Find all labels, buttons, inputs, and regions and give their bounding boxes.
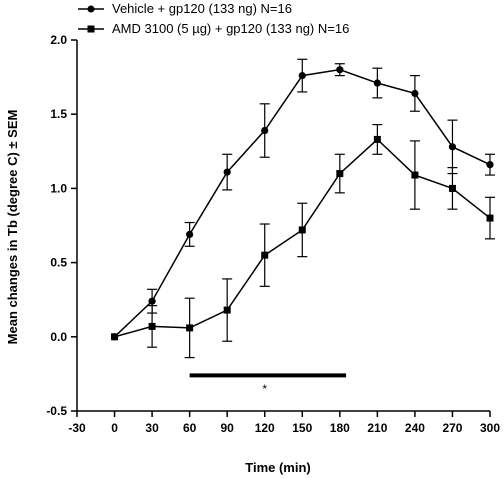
x-tick-label: 300: [480, 421, 500, 435]
data-point-square: [298, 226, 306, 234]
data-point-square: [223, 306, 231, 314]
data-point-square: [486, 214, 494, 222]
data-point-square: [448, 184, 456, 192]
y-axis-title: Mean changes in Tb (degree C) ± SEM: [5, 110, 20, 345]
y-tick-label: 1.5: [50, 107, 67, 121]
error-bars: [147, 58, 495, 359]
legend-entry-amd: AMD 3100 (5 µg) + gp120 (133 ng) N=16: [78, 21, 349, 36]
x-tick-label: -30: [68, 421, 86, 435]
y-tick-label: 2.0: [50, 33, 67, 47]
data-point-square: [411, 171, 419, 179]
y-tick-label: 0.0: [50, 330, 67, 344]
x-tick-label: 180: [330, 421, 350, 435]
x-tick-label: 240: [405, 421, 425, 435]
data-point-circle: [486, 161, 494, 169]
data-point-circle: [261, 126, 269, 135]
y-tick-label: 0.5: [50, 256, 67, 270]
data-point-square: [148, 322, 156, 330]
x-tick-label: 270: [442, 421, 462, 435]
y-axis-ticks: -0.5 0.0 0.5 1.0 1.5 2.0: [46, 33, 77, 418]
data-point-circle: [223, 168, 231, 176]
x-axis-title: Time (min): [245, 460, 311, 475]
legend-marker-amd: [87, 25, 95, 33]
data-point-square: [111, 333, 119, 341]
data-point-square: [336, 170, 344, 178]
x-tick-label: 120: [255, 421, 275, 435]
axes: [76, 40, 490, 412]
legend-marker-vehicle: [87, 5, 95, 13]
significance-asterisk: *: [262, 382, 267, 396]
data-point-circle: [448, 143, 457, 151]
y-tick-label: -0.5: [46, 404, 67, 418]
legend-label-amd: AMD 3100 (5 µg) + gp120 (133 ng) N=16: [112, 21, 349, 36]
data-point-circle: [298, 72, 306, 80]
x-tick-label: 30: [145, 421, 159, 435]
data-point-circle: [411, 89, 419, 98]
y-tick-label: 1.0: [50, 181, 67, 195]
x-tick-label: 210: [367, 421, 387, 435]
legend-label-vehicle: Vehicle + gp120 (133 ng) N=16: [112, 1, 292, 16]
data-point-circle: [148, 297, 156, 305]
data-point-square: [186, 324, 194, 332]
series-markers: [110, 66, 494, 341]
x-tick-label: 0: [111, 421, 118, 435]
x-tick-label: 60: [183, 421, 197, 435]
annotations: *: [189, 373, 347, 396]
legend-entry-vehicle: Vehicle + gp120 (133 ng) N=16: [78, 1, 292, 16]
data-point-circle: [373, 79, 381, 87]
legend: Vehicle + gp120 (133 ng) N=16 AMD 3100 (…: [78, 1, 349, 36]
x-axis-ticks: -30 0 30 60 90 120 150 180 210 240 270 300: [68, 411, 500, 435]
data-point-square: [373, 135, 381, 143]
data-point-square: [261, 251, 269, 259]
x-tick-label: 150: [292, 421, 312, 435]
x-tick-label: 90: [221, 421, 235, 435]
data-point-circle: [336, 66, 344, 74]
data-point-circle: [186, 230, 194, 239]
